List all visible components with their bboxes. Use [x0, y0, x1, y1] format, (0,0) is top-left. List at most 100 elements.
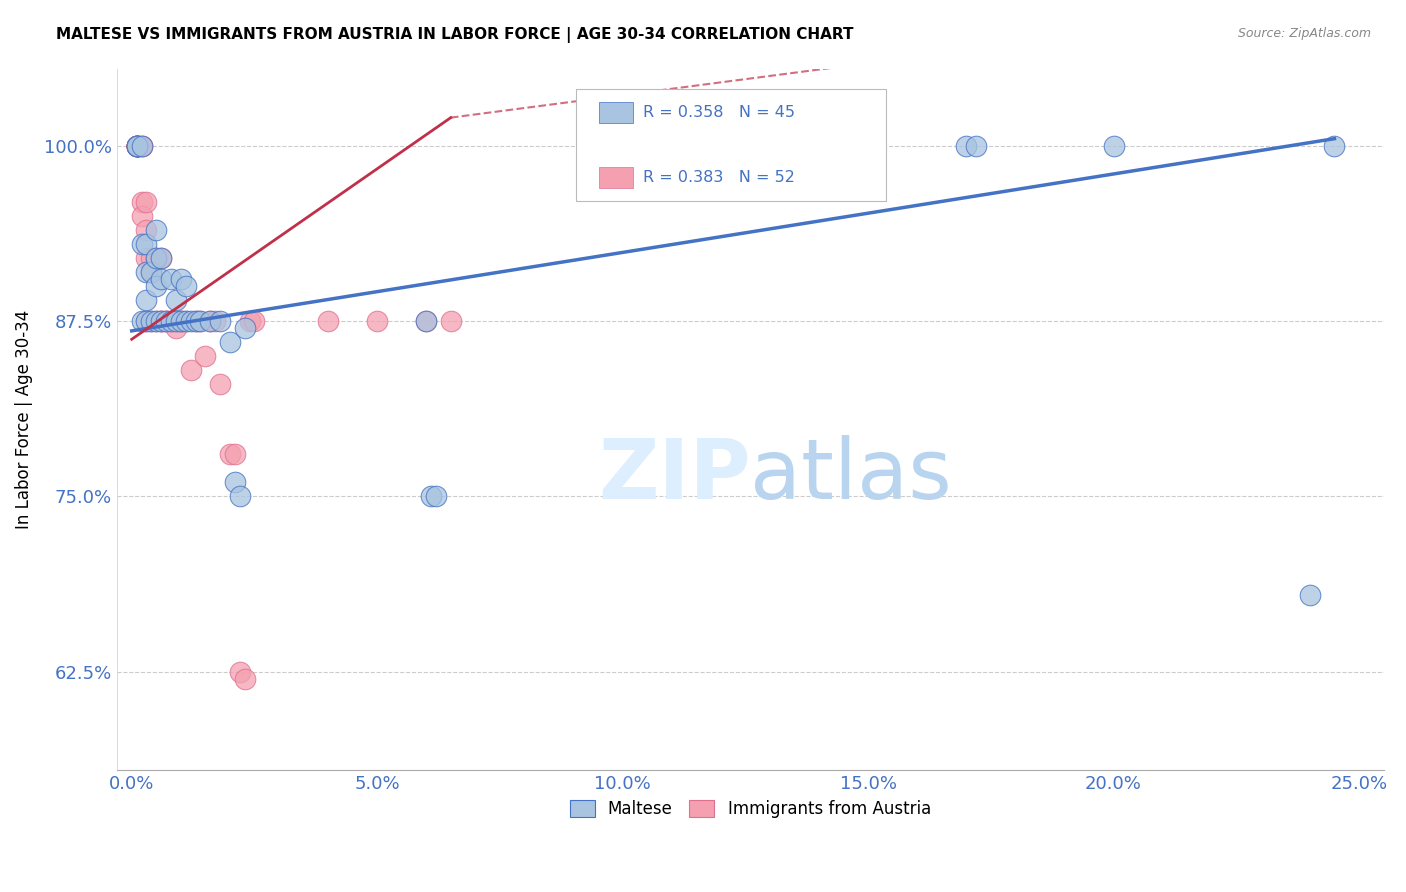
Point: [165, 314, 187, 328]
Point: [141, 314, 163, 328]
Point: [194, 349, 217, 363]
Point: [160, 314, 183, 328]
Point: [420, 490, 443, 504]
Point: [233, 321, 256, 335]
Point: [135, 223, 157, 237]
Point: [131, 138, 153, 153]
Point: [125, 138, 148, 153]
Point: [228, 665, 250, 679]
Point: [224, 475, 246, 490]
Point: [190, 314, 212, 328]
Point: [125, 138, 148, 153]
Point: [150, 251, 173, 265]
Point: [190, 314, 212, 328]
Point: [135, 251, 157, 265]
Point: [174, 314, 197, 328]
Point: [145, 223, 167, 237]
Point: [131, 314, 153, 328]
Point: [131, 236, 153, 251]
Point: [184, 314, 207, 328]
Point: [1102, 138, 1125, 153]
Text: R = 0.358   N = 45: R = 0.358 N = 45: [643, 105, 794, 120]
Point: [425, 490, 447, 504]
Point: [125, 138, 148, 153]
Point: [135, 236, 157, 251]
Text: ZIP: ZIP: [598, 435, 751, 516]
Point: [145, 279, 167, 293]
Point: [125, 138, 148, 153]
Point: [219, 335, 242, 350]
Point: [160, 272, 183, 286]
Point: [165, 314, 187, 328]
Point: [135, 194, 157, 209]
Point: [145, 314, 167, 328]
Legend: Maltese, Immigrants from Austria: Maltese, Immigrants from Austria: [562, 793, 938, 825]
Point: [125, 138, 148, 153]
Point: [170, 272, 193, 286]
Point: [135, 265, 157, 279]
Point: [125, 138, 148, 153]
Point: [145, 251, 167, 265]
Point: [170, 314, 193, 328]
Point: [209, 377, 232, 392]
Point: [141, 265, 163, 279]
Point: [135, 293, 157, 307]
Point: [366, 314, 388, 328]
Point: [165, 293, 187, 307]
Point: [238, 314, 260, 328]
Point: [440, 314, 463, 328]
Point: [965, 138, 987, 153]
Point: [131, 194, 153, 209]
Point: [125, 138, 148, 153]
Point: [141, 251, 163, 265]
Text: atlas: atlas: [751, 435, 952, 516]
Point: [150, 314, 173, 328]
Point: [150, 251, 173, 265]
Point: [1299, 588, 1322, 602]
Point: [131, 209, 153, 223]
Point: [131, 138, 153, 153]
Point: [160, 314, 183, 328]
Point: [243, 314, 266, 328]
Point: [170, 314, 193, 328]
Point: [150, 272, 173, 286]
Point: [125, 138, 148, 153]
Point: [174, 279, 197, 293]
Point: [224, 447, 246, 461]
Point: [150, 314, 173, 328]
Point: [125, 138, 148, 153]
Point: [125, 138, 148, 153]
Point: [150, 314, 173, 328]
Point: [955, 138, 977, 153]
Point: [415, 314, 437, 328]
Point: [141, 314, 163, 328]
Point: [170, 314, 193, 328]
Point: [135, 314, 157, 328]
Point: [228, 490, 250, 504]
Point: [180, 363, 202, 377]
Point: [165, 321, 187, 335]
Point: [125, 138, 148, 153]
Point: [155, 314, 177, 328]
Point: [155, 314, 177, 328]
Point: [141, 265, 163, 279]
Point: [180, 314, 202, 328]
Point: [174, 314, 197, 328]
Point: [204, 314, 226, 328]
Point: [145, 314, 167, 328]
Text: Source: ZipAtlas.com: Source: ZipAtlas.com: [1237, 27, 1371, 40]
Point: [135, 314, 157, 328]
Point: [219, 447, 242, 461]
Text: R = 0.383   N = 52: R = 0.383 N = 52: [643, 170, 794, 185]
Point: [200, 314, 222, 328]
Point: [184, 314, 207, 328]
Point: [415, 314, 437, 328]
Point: [125, 138, 148, 153]
Point: [316, 314, 339, 328]
Point: [131, 138, 153, 153]
Y-axis label: In Labor Force | Age 30-34: In Labor Force | Age 30-34: [15, 310, 32, 529]
Point: [125, 138, 148, 153]
Point: [1323, 138, 1346, 153]
Point: [145, 251, 167, 265]
Point: [233, 672, 256, 686]
